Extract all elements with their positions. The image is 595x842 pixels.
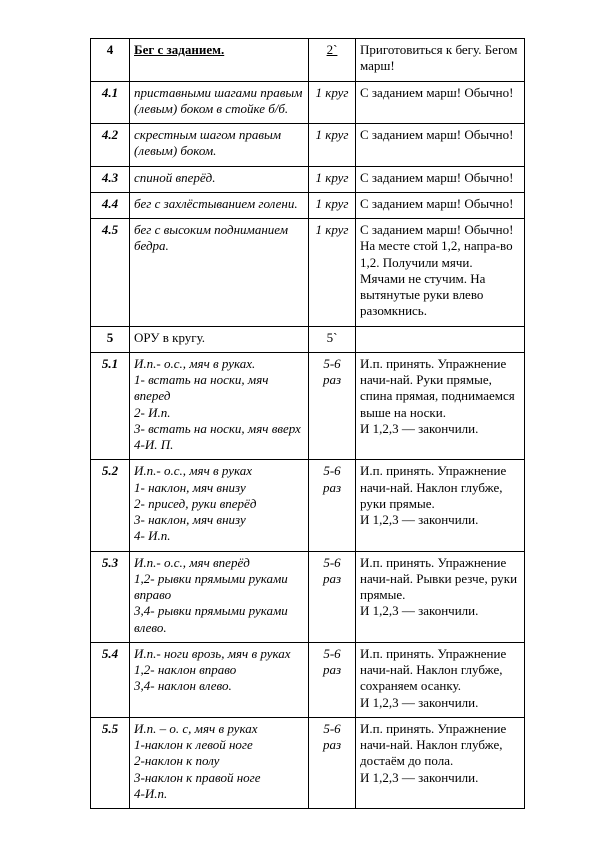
cell-number: 4.3 <box>91 166 130 192</box>
cell-note: С заданием марш! Обычно! <box>356 81 525 124</box>
cell-dose: 5` <box>309 326 356 352</box>
cell-dose: 1 круг <box>309 166 356 192</box>
table-row: 5.5И.п. – о. с, мяч в руках1-наклон к ле… <box>91 717 525 808</box>
table-row: 4.5бег с высоким подниманием бедра.1 кру… <box>91 219 525 327</box>
cell-number: 5.3 <box>91 551 130 642</box>
table-row: 4.4бег с захлёстыванием голени.1 кругС з… <box>91 192 525 218</box>
cell-note: И.п. принять. Упражнение начи-най. Руки … <box>356 352 525 460</box>
cell-description: И.п.- о.с., мяч вперёд1,2- рывки прямыми… <box>130 551 309 642</box>
cell-dose: 1 круг <box>309 124 356 167</box>
cell-note: И.п. принять. Упражнение начи-най. Накло… <box>356 460 525 551</box>
cell-note: С заданием марш! Обычно! <box>356 192 525 218</box>
cell-description: бег с захлёстыванием голени. <box>130 192 309 218</box>
table-row: 5.1И.п.- о.с., мяч в руках.1- встать на … <box>91 352 525 460</box>
table-row: 5.4И.п.- ноги врозь, мяч в руках1,2- нак… <box>91 642 525 717</box>
cell-number: 5.2 <box>91 460 130 551</box>
cell-note: С заданием марш! Обычно! На месте стой 1… <box>356 219 525 327</box>
cell-number: 5.5 <box>91 717 130 808</box>
cell-description: И.п. – о. с, мяч в руках1-наклон к левой… <box>130 717 309 808</box>
cell-note: С заданием марш! Обычно! <box>356 124 525 167</box>
cell-number: 4.2 <box>91 124 130 167</box>
lesson-plan-table: 4Бег с заданием.2`Приготовиться к бегу. … <box>90 38 525 809</box>
document-page: 4Бег с заданием.2`Приготовиться к бегу. … <box>0 0 595 842</box>
table-row: 5ОРУ в кругу.5` <box>91 326 525 352</box>
table-row: 5.3И.п.- о.с., мяч вперёд1,2- рывки прям… <box>91 551 525 642</box>
cell-dose: 2` <box>309 39 356 82</box>
cell-dose: 1 круг <box>309 81 356 124</box>
cell-dose: 5-6 раз <box>309 352 356 460</box>
cell-dose: 5-6 раз <box>309 551 356 642</box>
cell-description: И.п.- ноги врозь, мяч в руках1,2- наклон… <box>130 642 309 717</box>
cell-dose: 1 круг <box>309 219 356 327</box>
cell-description: скрестным шагом правым (левым) боком. <box>130 124 309 167</box>
cell-dose: 1 круг <box>309 192 356 218</box>
table-body: 4Бег с заданием.2`Приготовиться к бегу. … <box>91 39 525 809</box>
cell-number: 5 <box>91 326 130 352</box>
cell-description: бег с высоким подниманием бедра. <box>130 219 309 327</box>
cell-description: приставными шагами правым (левым) боком … <box>130 81 309 124</box>
cell-note: С заданием марш! Обычно! <box>356 166 525 192</box>
cell-note: И.п. принять. Упражнение начи-най. Накло… <box>356 642 525 717</box>
cell-description: ОРУ в кругу. <box>130 326 309 352</box>
cell-description: Бег с заданием. <box>130 39 309 82</box>
cell-dose: 5-6 раз <box>309 642 356 717</box>
cell-note: Приготовиться к бегу. Бегом марш! <box>356 39 525 82</box>
cell-number: 5.1 <box>91 352 130 460</box>
cell-note: И.п. принять. Упражнение начи-най. Накло… <box>356 717 525 808</box>
cell-description: И.п.- о.с., мяч в руках.1- встать на нос… <box>130 352 309 460</box>
cell-number: 4 <box>91 39 130 82</box>
table-row: 4.2скрестным шагом правым (левым) боком.… <box>91 124 525 167</box>
table-row: 4Бег с заданием.2`Приготовиться к бегу. … <box>91 39 525 82</box>
cell-description: спиной вперёд. <box>130 166 309 192</box>
cell-number: 5.4 <box>91 642 130 717</box>
table-row: 4.3спиной вперёд.1 кругС заданием марш! … <box>91 166 525 192</box>
table-row: 5.2И.п.- о.с., мяч в руках1- наклон, мяч… <box>91 460 525 551</box>
cell-number: 4.1 <box>91 81 130 124</box>
cell-number: 4.4 <box>91 192 130 218</box>
cell-number: 4.5 <box>91 219 130 327</box>
cell-description: И.п.- о.с., мяч в руках1- наклон, мяч вн… <box>130 460 309 551</box>
cell-dose: 5-6 раз <box>309 460 356 551</box>
cell-dose: 5-6 раз <box>309 717 356 808</box>
table-row: 4.1приставными шагами правым (левым) бок… <box>91 81 525 124</box>
cell-note <box>356 326 525 352</box>
cell-note: И.п. принять. Упражнение начи-най. Рывки… <box>356 551 525 642</box>
